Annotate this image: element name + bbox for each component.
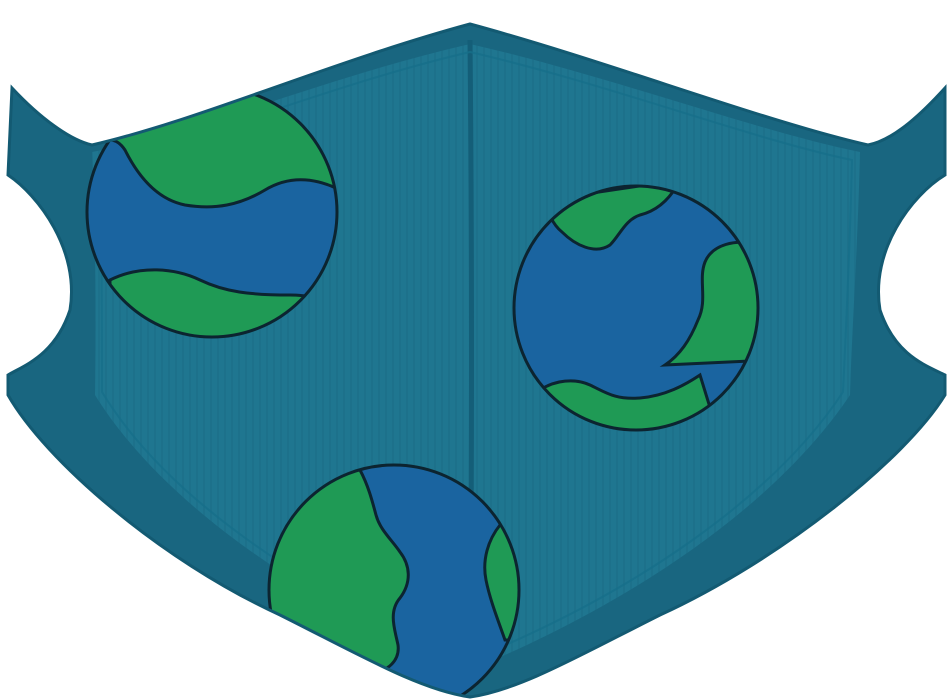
globe-right-icon (512, 184, 760, 432)
stitch-line (98, 50, 854, 662)
mask-edge (6, 22, 947, 699)
globe-upper-left-icon (85, 85, 339, 339)
